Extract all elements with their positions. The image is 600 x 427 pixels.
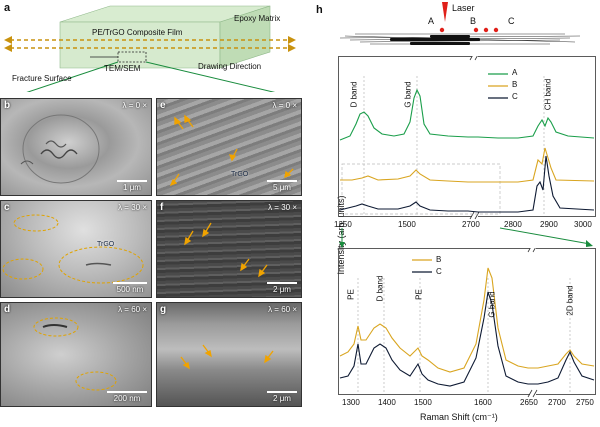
bottom-band-PE-1: PE xyxy=(346,289,356,300)
film-label: PE/TrGO Composite Film xyxy=(92,28,183,37)
micrograph-b-scalebar: 1 μm xyxy=(117,180,147,192)
micrograph-e: e λ = 0 × TrGO 5 μm xyxy=(156,98,302,196)
micrograph-d-lambda: λ = 60 × xyxy=(118,305,147,314)
micrograph-f-lambda: λ = 30 × xyxy=(268,203,297,212)
bottom-xtick-1600: 1600 xyxy=(474,398,492,407)
bottom-xtick-2750: 2750 xyxy=(576,398,594,407)
micrograph-b-texture xyxy=(20,114,100,184)
micrograph-g-label: g xyxy=(160,304,167,315)
epoxy-matrix-label: Epoxy Matrix xyxy=(234,14,281,23)
spectrum-C xyxy=(339,155,595,213)
micrograph-c-scale-text: 500 nm xyxy=(116,285,144,294)
temsem-label: TEM/SEM xyxy=(104,64,141,73)
micrograph-e-note: TrGO xyxy=(231,171,249,178)
top-xtick-2700: 2700 xyxy=(462,220,480,229)
bottom-xtick-2700: 2700 xyxy=(548,398,566,407)
top-legend-A: A xyxy=(512,68,518,77)
fracture-surface-label: Fracture Surface xyxy=(12,74,72,83)
top-xtick-1500: 1500 xyxy=(398,220,416,229)
micrograph-c-lambda: λ = 30 × xyxy=(118,203,147,212)
spectrum-A xyxy=(339,88,595,141)
raman-top-chart xyxy=(338,56,596,220)
top-legend-B: B xyxy=(512,80,518,89)
micrograph-e-arrows xyxy=(169,114,294,187)
micrograph-f-scale-text: 2 μm xyxy=(273,285,291,294)
spectrum-B xyxy=(340,147,595,183)
micrograph-e-scalebar: 5 μm xyxy=(267,180,297,192)
laser-schematic xyxy=(339,2,581,45)
micrograph-c-scalebar: 500 nm xyxy=(113,282,147,294)
spectrum-bottom-B xyxy=(339,267,595,373)
micrograph-e-scale-text: 5 μm xyxy=(273,183,291,192)
x-axis-label: Raman Shift (cm⁻¹) xyxy=(420,412,498,422)
micrograph-c-texture xyxy=(2,214,144,284)
micrograph-f: f λ = 30 × 2 μm xyxy=(156,200,302,298)
top-xtick-3000: 3000 xyxy=(574,220,592,229)
micrograph-d-label: d xyxy=(4,304,11,315)
bottom-xtick-1500: 1500 xyxy=(414,398,432,407)
micrograph-g-scale-text: 2 μm xyxy=(273,394,291,403)
micrograph-f-label: f xyxy=(160,202,164,213)
bottom-band-2D: 2D band xyxy=(565,285,575,316)
bottom-band-D: D band xyxy=(375,275,385,302)
bottom-band-G: G band xyxy=(487,291,497,318)
micrograph-d-texture xyxy=(33,317,117,391)
top-xtick-2800: 2800 xyxy=(504,220,522,229)
panel-label-h: h xyxy=(316,4,323,16)
spot-label-C: C xyxy=(508,16,515,26)
top-band-CH: CH band xyxy=(543,78,553,111)
bottom-xtick-1300: 1300 xyxy=(342,398,360,407)
top-band-G: G band xyxy=(403,81,413,108)
micrograph-b-label: b xyxy=(4,100,11,111)
micrograph-e-lambda: λ = 0 × xyxy=(272,101,297,110)
micrograph-b: b λ = 0 × 1 μm xyxy=(0,98,152,196)
bottom-legend-C: C xyxy=(436,267,442,276)
micrograph-c-label: c xyxy=(4,202,10,213)
spot-label-A: A xyxy=(428,16,435,26)
laser-label: Laser xyxy=(452,3,475,13)
bottom-legend xyxy=(412,259,432,273)
micrograph-g-lambda: λ = 60 × xyxy=(268,305,297,314)
spot-label-B: B xyxy=(470,16,477,26)
schematic-drawing xyxy=(4,5,296,92)
micrograph-g: g λ = 60 × 2 μm xyxy=(156,302,302,407)
top-legend-C: C xyxy=(512,92,518,101)
micrograph-e-label: e xyxy=(160,100,166,111)
micrograph-f-scalebar: 2 μm xyxy=(267,282,297,294)
micrograph-b-scale-text: 1 μm xyxy=(123,183,141,192)
panel-label-a: a xyxy=(4,2,11,14)
drawing-direction-label: Drawing Direction xyxy=(198,62,262,71)
bottom-legend-B: B xyxy=(436,255,442,264)
schematic-panel: a Epoxy Matrix PE/TrGO Composite Film TE… xyxy=(0,0,300,92)
micrograph-d-scale-text: 200 nm xyxy=(113,394,141,403)
spectrum-bottom-C xyxy=(339,291,595,387)
micrograph-b-lambda: λ = 0 × xyxy=(122,101,147,110)
bottom-band-PE-2: PE xyxy=(414,289,424,300)
bottom-xtick-2650: 2650 xyxy=(520,398,538,407)
bottom-xtick-1400: 1400 xyxy=(378,398,396,407)
raman-bottom-chart xyxy=(338,248,596,398)
micrograph-g-scalebar: 2 μm xyxy=(267,391,297,403)
micrograph-f-arrows xyxy=(184,222,268,278)
micrograph-d-scalebar: 200 nm xyxy=(107,391,147,403)
micrograph-g-arrows xyxy=(180,344,274,370)
zoom-arrows xyxy=(339,227,593,248)
top-legend xyxy=(488,73,508,99)
top-xtick-2900: 2900 xyxy=(540,220,558,229)
micrograph-d: d λ = 60 × 200 nm xyxy=(0,302,152,407)
micrograph-c-note: TrGO xyxy=(97,241,115,248)
micrograph-c: c λ = 30 × TrGO 500 nm xyxy=(0,200,152,298)
top-xtick-1250: 1250 xyxy=(334,220,352,229)
top-band-D: D band xyxy=(349,81,359,108)
